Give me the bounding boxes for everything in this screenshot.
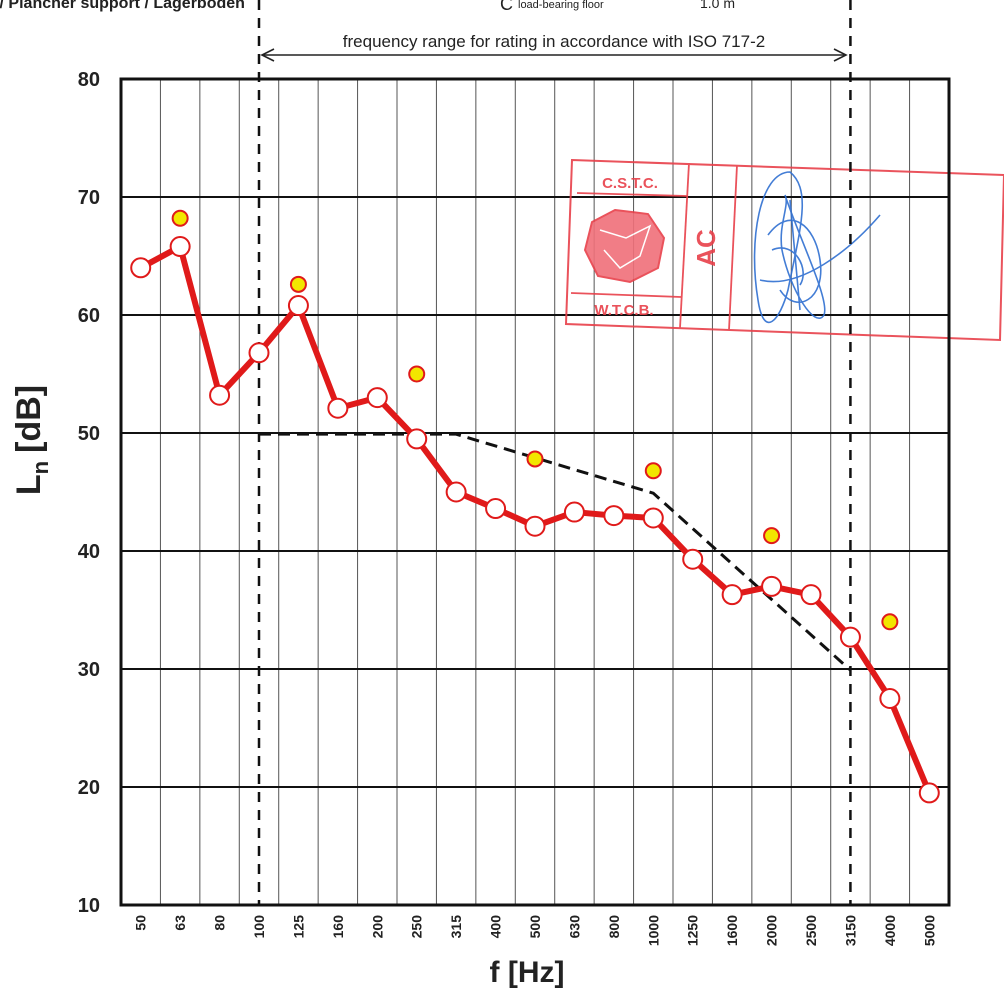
x-tick-label: 500 [527,915,543,939]
measured-point [682,548,704,570]
octave-points [171,209,899,631]
octave-point [526,450,544,468]
y-axis-title-main: L [10,474,48,495]
svg-text:Ln[dB]: Ln [dB] [10,385,53,495]
stamp-bottom-text: W.T.C.B. [594,302,653,319]
x-tick-label: 400 [488,915,504,939]
stamp-top-text: C.S.T.C. [602,175,658,192]
cstc-stamp: C.S.T.C. W.T.C.B. AC [564,158,1004,342]
measured-point [879,688,901,709]
measured-point [721,584,743,606]
y-axis-title-unit: [dB] [10,385,48,453]
header-right-fragment: 1.0 m [700,0,735,11]
x-tick-label: 80 [212,915,228,931]
x-tick-label: 200 [369,915,385,939]
x-tick-label: 1000 [645,915,661,946]
y-tick-label: 20 [78,777,100,799]
octave-point [408,365,426,383]
measured-point [130,257,152,279]
measured-point [563,501,585,523]
y-tick-label: 50 [78,423,100,445]
octave-point [881,613,899,631]
measured-point [800,584,822,606]
handwritten-signature [753,171,881,324]
measured-point [485,498,507,520]
x-tick-label: 63 [172,915,188,931]
measured-point [287,295,309,317]
y-tick-label: 30 [78,659,100,681]
measured-point [248,342,270,364]
stamp-seal-icon [583,208,666,284]
measured-point [169,236,191,258]
reference-curve-line [259,432,852,672]
reference-curve [259,432,852,672]
rating-range-lines [257,0,852,905]
x-axis-title: f [Hz] [490,956,565,989]
measured-point [918,782,940,804]
octave-point [644,462,662,480]
x-tick-label: 1250 [685,915,701,946]
x-tick-labels: 50 63 80 100 125 160 200 250 315 400 500 630 800 1000… [133,915,938,946]
x-tick-label: 5000 [921,915,937,946]
x-tick-label: 800 [606,915,622,939]
x-tick-label: 1600 [724,915,740,946]
octave-point [289,275,307,293]
x-tick-label: 4000 [882,915,898,946]
y-tick-label: 40 [78,541,100,563]
x-tick-label: 250 [409,915,425,939]
measured-point [761,575,783,597]
measured-point [445,481,467,503]
measured-point [209,384,231,406]
plot-frame [119,77,951,907]
rating-range-arrow [260,48,848,62]
x-tick-label: 315 [448,915,464,939]
vertical-gridlines [159,79,911,905]
x-tick-label: 100 [251,915,267,939]
measured-point [642,507,664,529]
rating-range-label: frequency range for rating in accordance… [343,32,765,51]
x-tick-label: 2000 [764,915,780,946]
y-tick-label: 70 [78,187,100,209]
measured-series [130,236,940,804]
x-tick-label: 2500 [803,915,819,946]
octave-point [171,209,189,227]
measured-point [839,626,861,648]
measured-point [406,428,428,450]
x-tick-label: 160 [330,915,346,939]
measured-point [366,387,388,409]
header-mid-symbol: C [500,0,513,14]
y-axis-title-sub: n [28,461,53,474]
plot-background [121,79,949,905]
stamp-mid-text: AC [691,229,721,267]
measured-point [524,515,546,537]
x-tick-label: 125 [290,915,306,939]
y-tick-labels: 10 20 30 40 50 60 70 80 [78,69,100,917]
measured-point [327,397,349,419]
y-tick-label: 60 [78,305,100,327]
header-mid-subscript: load-bearing floor [518,0,604,11]
x-tick-label: 50 [133,915,149,931]
octave-point [763,527,781,545]
x-tick-label: 630 [566,915,582,939]
y-tick-label: 80 [78,69,100,91]
measured-point [603,505,625,527]
y-tick-label: 10 [78,895,100,917]
y-axis-title: Ln [dB] [10,385,53,495]
x-tick-label: 3150 [842,915,858,946]
